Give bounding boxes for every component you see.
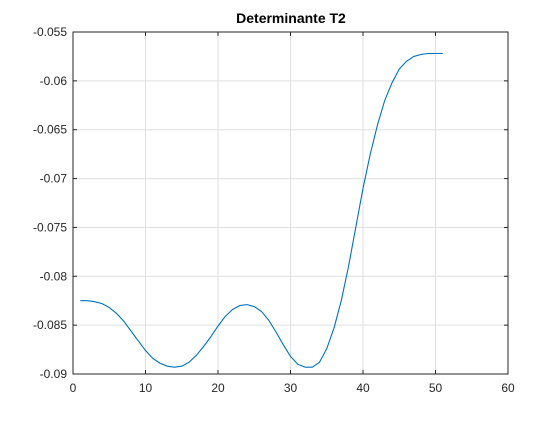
- x-tick-label: 0: [70, 381, 77, 395]
- x-tick-label: 40: [356, 381, 370, 395]
- x-tick-label: 30: [284, 381, 298, 395]
- y-tick-label: -0.075: [33, 220, 67, 234]
- y-tick-label: -0.09: [40, 367, 68, 381]
- x-tick-label: 10: [139, 381, 153, 395]
- y-tick-label: -0.06: [40, 74, 68, 88]
- axis-tick-labels: 0 10 20 30 40 50 60 -0.09 -0.085 -0.08 -0.075 -0.07…: [33, 25, 515, 395]
- series-layer: [80, 52, 443, 368]
- y-tick-label: -0.07: [40, 172, 68, 186]
- x-tick-label: 60: [501, 381, 515, 395]
- y-tick-label: -0.085: [33, 318, 67, 332]
- series-line: [80, 52, 443, 368]
- axis-ticks: [72, 31, 509, 375]
- grid: [72, 31, 509, 375]
- y-tick-label: -0.055: [33, 25, 67, 39]
- y-tick-label: -0.065: [33, 123, 67, 137]
- x-tick-label: 50: [429, 381, 443, 395]
- x-tick-label: 20: [211, 381, 225, 395]
- y-tick-label: -0.08: [40, 269, 68, 283]
- chart-title: Determinante T2: [236, 10, 346, 26]
